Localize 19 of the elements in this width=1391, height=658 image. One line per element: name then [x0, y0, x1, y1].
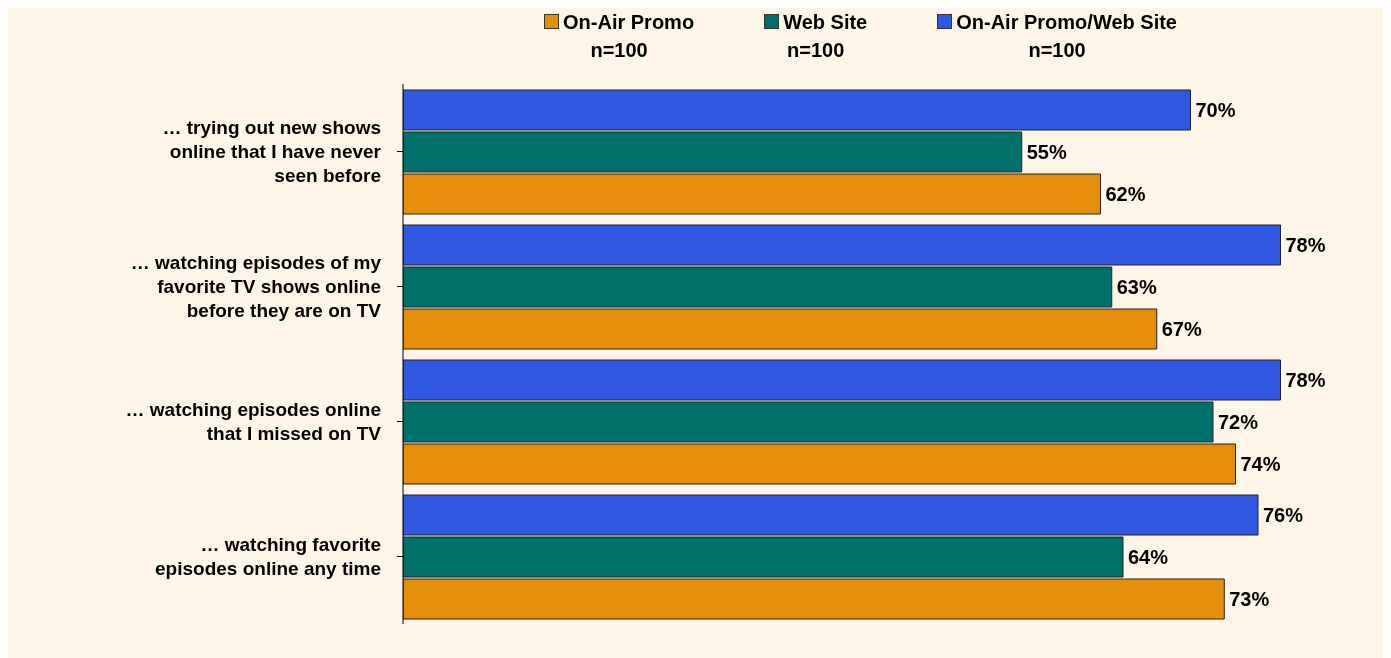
y-tick-label: … watching favorite episodes online any time [155, 533, 381, 579]
data-label: 63% [1116, 276, 1157, 299]
data-label: 62% [1105, 183, 1146, 206]
legend-label: Web Site n=100 [782, 10, 868, 63]
data-label: 67% [1161, 318, 1202, 341]
data-label: 76% [1263, 504, 1304, 527]
data-label: 73% [1229, 588, 1270, 611]
data-label: 70% [1195, 99, 1236, 122]
data-label: 64% [1128, 546, 1169, 569]
data-label: 72% [1218, 411, 1259, 434]
y-tick-label: … watching episodes online that I missed on TV [125, 398, 382, 444]
data-label: 55% [1026, 141, 1067, 164]
series-label: On-Air Promo/Web Site n=100 [955, 10, 1177, 63]
legend-label: On-Air Promo n=100 [562, 10, 695, 63]
y-tick-label: … watching episodes of my favorite TV shows online before they are on TV [130, 251, 382, 321]
y-tick-label: … trying out new shows online that I have never seen before [162, 116, 382, 186]
data-label: 78% [1285, 234, 1326, 257]
data-label: 74% [1240, 453, 1281, 476]
data-label: 78% [1285, 369, 1326, 392]
